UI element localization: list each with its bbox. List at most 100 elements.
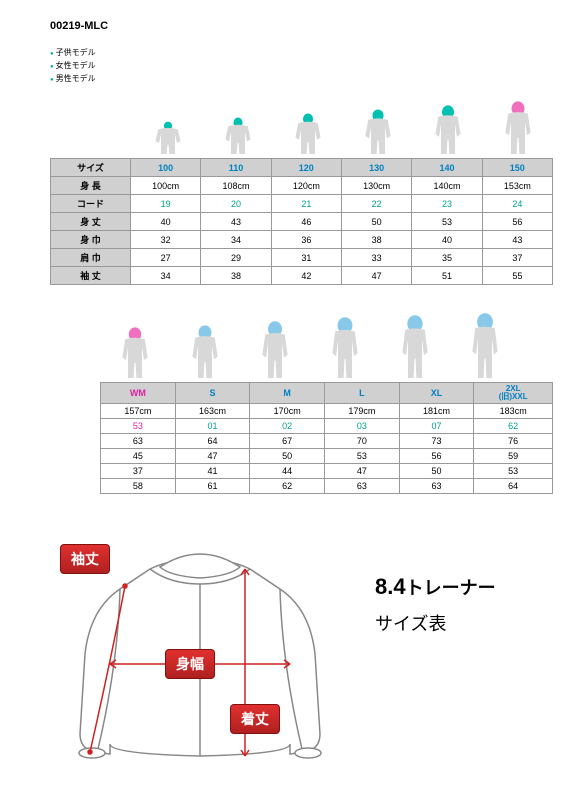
jacket-diagram: 袖丈 身幅 着丈	[40, 534, 360, 784]
table1-cell: 56	[482, 213, 552, 231]
bottom-section: 袖丈 身幅 着丈 8.4トレーナー サイズ表	[20, 534, 563, 784]
table1-cell: 36	[271, 231, 341, 249]
table1-cell: 108cm	[201, 177, 271, 195]
table1-size-col: 100	[131, 159, 201, 177]
table2-size-col: S	[175, 383, 250, 404]
table1-cell: 53	[412, 213, 482, 231]
table1-cell: 34	[131, 267, 201, 285]
table2-cell: 61	[175, 479, 250, 494]
table1-size-col: 120	[271, 159, 341, 177]
table1-cell: 55	[482, 267, 552, 285]
table1-cell: 42	[271, 267, 341, 285]
table2-cell: 157cm	[101, 404, 176, 419]
table2-cell: 02	[250, 419, 325, 434]
table2-cell: 58	[101, 479, 176, 494]
table1-row-label: 身 巾	[51, 231, 131, 249]
table2-cell: 70	[325, 434, 400, 449]
badge-mihaba: 身幅	[165, 649, 215, 679]
table1-cell: 100cm	[131, 177, 201, 195]
table1-size-col: 140	[412, 159, 482, 177]
table1-cell: 23	[412, 195, 482, 213]
table2-cell: 50	[399, 464, 474, 479]
table2-cell: 03	[325, 419, 400, 434]
table1-cell: 50	[341, 213, 411, 231]
table2-cell: 76	[474, 434, 553, 449]
table2-cell: 73	[399, 434, 474, 449]
table2-cell: 53	[101, 419, 176, 434]
table1-cell: 35	[412, 249, 482, 267]
table1-row-label: 身 長	[51, 177, 131, 195]
table1-cell: 130cm	[341, 177, 411, 195]
table2-cell: 41	[175, 464, 250, 479]
table1-size-label: サイズ	[51, 159, 131, 177]
legend-female: ●女性モデル	[50, 60, 563, 71]
badge-kitake: 着丈	[230, 704, 280, 734]
table1-row-label: 袖 丈	[51, 267, 131, 285]
bottom-text: 8.4トレーナー サイズ表	[360, 534, 496, 636]
table1-cell: 38	[341, 231, 411, 249]
table2-cell: 44	[250, 464, 325, 479]
table1-cell: 31	[271, 249, 341, 267]
table1-cell: 46	[271, 213, 341, 231]
table1-cell: 40	[412, 231, 482, 249]
figures-row-adults	[20, 310, 563, 380]
product-code: 00219-MLC	[50, 20, 563, 32]
table2-cell: 63	[399, 479, 474, 494]
table2-cell: 45	[101, 449, 176, 464]
table2-size-col: L	[325, 383, 400, 404]
table2-cell: 47	[325, 464, 400, 479]
table2-cell: 59	[474, 449, 553, 464]
table2-cell: 163cm	[175, 404, 250, 419]
table2-cell: 56	[399, 449, 474, 464]
table2-cell: 47	[175, 449, 250, 464]
table2-cell: 181cm	[399, 404, 474, 419]
legend-child: ●子供モデル	[50, 47, 563, 58]
table2-size-col: WM	[101, 383, 176, 404]
table1-cell: 38	[201, 267, 271, 285]
table2-cell: 01	[175, 419, 250, 434]
table2-cell: 64	[175, 434, 250, 449]
figures-row-kids	[20, 86, 563, 156]
table1-size-col: 130	[341, 159, 411, 177]
table2-cell: 67	[250, 434, 325, 449]
table2-size-col: 2XL(旧)XXL	[474, 383, 553, 404]
bottom-subtitle: サイズ表	[375, 610, 496, 636]
table1-size-col: 110	[201, 159, 271, 177]
bottom-title: 8.4トレーナー	[375, 574, 496, 600]
table1-cell: 120cm	[271, 177, 341, 195]
table2-cell: 62	[474, 419, 553, 434]
table1-cell: 27	[131, 249, 201, 267]
size-table-1: サイズ100110120130140150 身 長100cm108cm120cm…	[50, 158, 553, 285]
table1-row-label: 肩 巾	[51, 249, 131, 267]
table2-cell: 63	[101, 434, 176, 449]
table1-cell: 43	[482, 231, 552, 249]
table2-cell: 37	[101, 464, 176, 479]
table2-cell: 62	[250, 479, 325, 494]
table1-cell: 51	[412, 267, 482, 285]
table1-cell: 33	[341, 249, 411, 267]
table2-cell: 183cm	[474, 404, 553, 419]
legend-male: ●男性モデル	[50, 73, 563, 84]
table2-cell: 63	[325, 479, 400, 494]
table1-cell: 24	[482, 195, 552, 213]
table2-cell: 53	[325, 449, 400, 464]
table1-cell: 19	[131, 195, 201, 213]
table1-size-col: 150	[482, 159, 552, 177]
table1-cell: 21	[271, 195, 341, 213]
table2-cell: 50	[250, 449, 325, 464]
table1-cell: 34	[201, 231, 271, 249]
table2-cell: 53	[474, 464, 553, 479]
table2-size-col: XL	[399, 383, 474, 404]
table1-cell: 140cm	[412, 177, 482, 195]
table1-cell: 32	[131, 231, 201, 249]
table1-cell: 47	[341, 267, 411, 285]
table1-cell: 37	[482, 249, 552, 267]
table2-cell: 64	[474, 479, 553, 494]
table1-cell: 29	[201, 249, 271, 267]
table2-cell: 179cm	[325, 404, 400, 419]
table1-cell: 22	[341, 195, 411, 213]
badge-sode: 袖丈	[60, 544, 110, 574]
table1-row-label: コード	[51, 195, 131, 213]
table2-size-col: M	[250, 383, 325, 404]
table1-cell: 43	[201, 213, 271, 231]
